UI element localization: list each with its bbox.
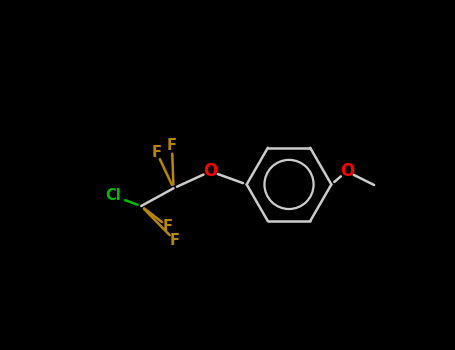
- Text: F: F: [167, 139, 177, 153]
- Text: O: O: [339, 162, 354, 180]
- Text: F: F: [152, 145, 162, 160]
- Text: Cl: Cl: [106, 189, 121, 203]
- Text: O: O: [203, 162, 217, 180]
- Text: F: F: [170, 233, 180, 248]
- Text: F: F: [163, 219, 173, 234]
